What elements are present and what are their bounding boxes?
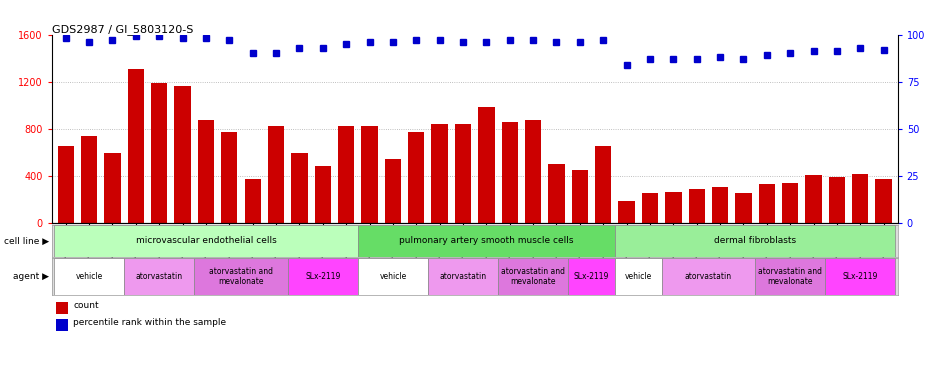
Bar xyxy=(431,124,447,223)
Bar xyxy=(455,124,471,223)
Bar xyxy=(712,187,728,223)
Text: pulmonary artery smooth muscle cells: pulmonary artery smooth muscle cells xyxy=(400,237,573,245)
Text: SLx-2119: SLx-2119 xyxy=(306,272,340,281)
Bar xyxy=(825,258,896,295)
Text: atorvastatin and
mevalonate: atorvastatin and mevalonate xyxy=(501,267,565,286)
Bar xyxy=(806,174,822,223)
Bar xyxy=(221,132,238,223)
Text: atorvastatin: atorvastatin xyxy=(440,272,487,281)
Bar xyxy=(54,225,358,257)
Text: atorvastatin: atorvastatin xyxy=(685,272,732,281)
Text: atorvastatin: atorvastatin xyxy=(135,272,182,281)
Bar xyxy=(853,174,869,223)
Bar xyxy=(175,86,191,223)
Text: vehicle: vehicle xyxy=(379,272,406,281)
Bar xyxy=(57,146,74,223)
Bar xyxy=(315,166,331,223)
Text: vehicle: vehicle xyxy=(75,272,102,281)
Bar xyxy=(358,258,428,295)
Text: atorvastatin and
mevalonate: atorvastatin and mevalonate xyxy=(209,267,273,286)
Text: count: count xyxy=(73,301,99,310)
Bar xyxy=(572,170,588,223)
Text: microvascular endothelial cells: microvascular endothelial cells xyxy=(135,237,276,245)
Bar xyxy=(595,146,611,223)
Bar xyxy=(666,192,682,223)
Bar xyxy=(759,184,775,223)
Bar xyxy=(428,258,498,295)
Text: SLx-2119: SLx-2119 xyxy=(842,272,878,281)
Text: atorvastatin and
mevalonate: atorvastatin and mevalonate xyxy=(759,267,822,286)
Bar xyxy=(642,193,658,223)
Bar xyxy=(268,126,284,223)
Text: agent ▶: agent ▶ xyxy=(13,272,49,281)
Text: cell line ▶: cell line ▶ xyxy=(4,237,49,245)
Bar xyxy=(151,83,167,223)
Text: GDS2987 / GI_5803120-S: GDS2987 / GI_5803120-S xyxy=(52,24,193,35)
Bar xyxy=(104,153,120,223)
Bar xyxy=(688,189,705,223)
Text: percentile rank within the sample: percentile rank within the sample xyxy=(73,318,227,327)
Bar xyxy=(548,164,565,223)
Bar xyxy=(54,258,124,295)
Bar xyxy=(128,69,144,223)
Bar xyxy=(384,159,401,223)
Bar xyxy=(195,258,288,295)
Bar xyxy=(408,132,425,223)
Bar xyxy=(502,122,518,223)
Bar xyxy=(755,258,825,295)
Bar xyxy=(615,225,896,257)
Bar xyxy=(338,126,354,223)
Bar xyxy=(197,121,214,223)
Bar xyxy=(361,126,378,223)
Bar xyxy=(782,183,798,223)
Bar xyxy=(875,179,892,223)
Bar xyxy=(829,177,845,223)
Bar xyxy=(124,258,195,295)
Bar xyxy=(358,225,615,257)
Bar xyxy=(81,136,97,223)
Bar xyxy=(498,258,568,295)
Bar xyxy=(288,258,358,295)
Text: SLx-2119: SLx-2119 xyxy=(573,272,609,281)
Bar xyxy=(615,258,662,295)
Bar xyxy=(735,193,752,223)
Bar xyxy=(525,121,541,223)
Text: vehicle: vehicle xyxy=(625,272,652,281)
Bar xyxy=(662,258,755,295)
Bar xyxy=(244,179,261,223)
Bar xyxy=(291,153,307,223)
Bar xyxy=(568,258,615,295)
Text: dermal fibroblasts: dermal fibroblasts xyxy=(714,237,796,245)
Bar xyxy=(619,201,634,223)
Bar xyxy=(478,108,494,223)
